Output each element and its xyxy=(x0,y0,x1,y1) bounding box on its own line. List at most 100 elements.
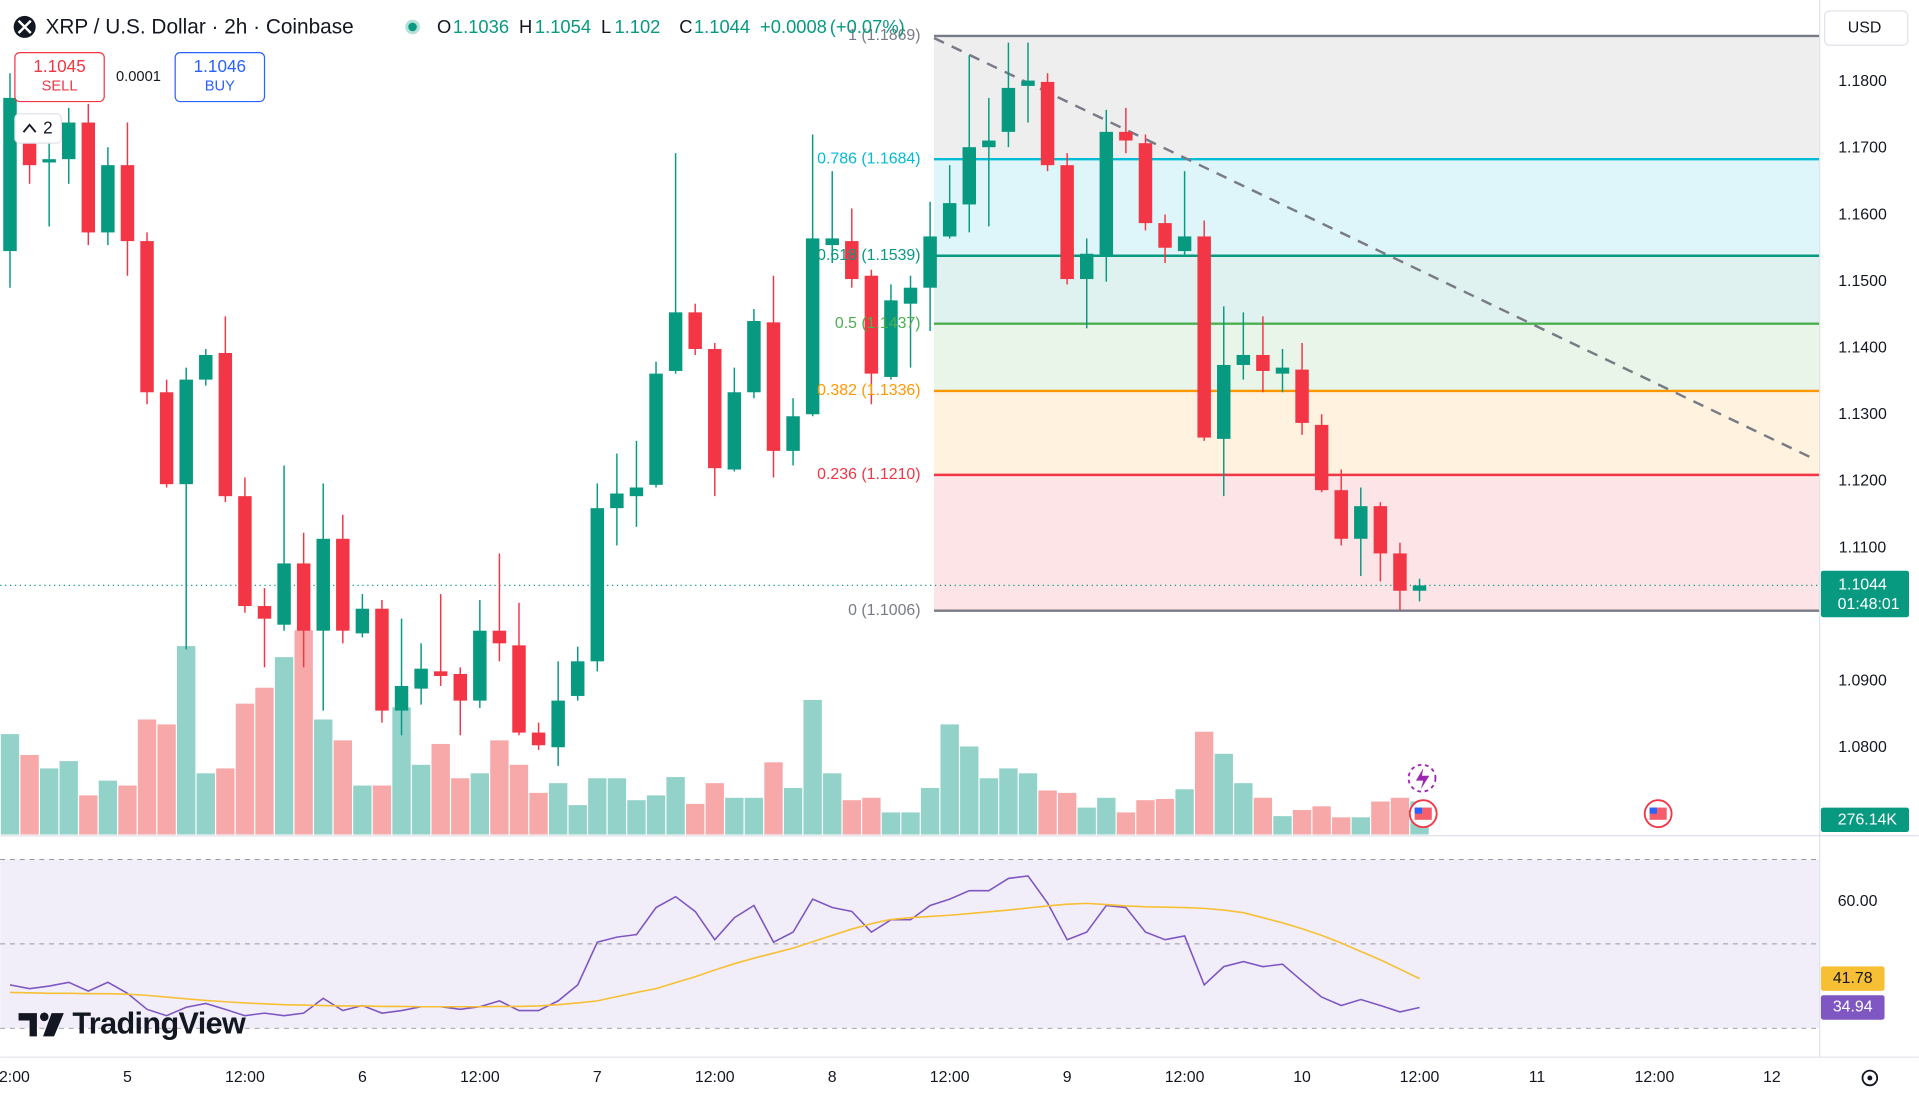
volume-bar xyxy=(1292,810,1312,835)
header: XRP / U.S. Dollar · 2h · Coinbase O 1.10… xyxy=(13,16,905,39)
candle-body xyxy=(982,140,996,148)
settings-icon-dot xyxy=(1867,1075,1873,1081)
volume-bar xyxy=(548,783,568,835)
candle-body xyxy=(277,563,291,625)
indicator-count: 2 xyxy=(43,118,53,138)
volume-bar xyxy=(353,785,372,835)
volume-bar xyxy=(1273,816,1292,835)
indicators-toggle[interactable] xyxy=(14,113,63,144)
fib-label: 0.382 (1.1336) xyxy=(817,382,920,399)
y-tick-label: 1.1800 xyxy=(1838,73,1887,90)
fib-zone xyxy=(934,390,1820,475)
volume-bar xyxy=(823,773,842,835)
candle-body xyxy=(962,147,976,205)
candle-body xyxy=(1217,364,1231,439)
x-tick-label: 11 xyxy=(1529,1069,1546,1086)
volume-bar xyxy=(940,724,959,835)
candle-body xyxy=(1040,81,1055,166)
volume-bar xyxy=(999,768,1018,835)
x-tick-label: 12:00 xyxy=(695,1069,735,1086)
ohlc-letter: C xyxy=(679,16,692,37)
chevron xyxy=(22,123,37,133)
candle-body xyxy=(727,392,742,470)
rsi-value: 41.78 xyxy=(1833,970,1873,987)
volume-bar xyxy=(568,805,587,835)
candle-body xyxy=(238,496,252,607)
spread: 0.0001 xyxy=(116,69,161,85)
candle-body xyxy=(159,392,174,485)
x-tick-label: 10 xyxy=(1293,1069,1311,1086)
volume-bar xyxy=(686,803,705,835)
candle-body xyxy=(1373,506,1388,554)
candle-body xyxy=(1314,424,1329,491)
fib-label: 0 (1.1006) xyxy=(848,602,920,619)
volume-bar xyxy=(744,797,764,835)
volume-bar xyxy=(314,719,333,835)
candle-body xyxy=(649,373,663,485)
flag xyxy=(1414,807,1423,814)
x-tick-label: 6 xyxy=(358,1069,367,1086)
volume-bar xyxy=(1155,798,1175,835)
candle-body xyxy=(1197,236,1211,438)
candle-body xyxy=(433,671,448,676)
candle-body xyxy=(845,241,859,280)
volume-bar xyxy=(666,777,685,835)
sell-button[interactable] xyxy=(14,52,105,103)
volume-layer xyxy=(0,630,1429,835)
candle-body xyxy=(1275,367,1290,374)
buy-button[interactable] xyxy=(174,52,266,103)
rsi-band-fill xyxy=(0,859,1820,1029)
volume-bar xyxy=(1175,789,1194,835)
volume-bar xyxy=(59,761,78,835)
volume-bar xyxy=(196,773,215,835)
candle-body xyxy=(394,685,409,711)
candle-body xyxy=(1060,165,1074,280)
candle-body xyxy=(140,241,154,393)
volume-bar xyxy=(157,724,176,835)
volume-bar xyxy=(20,754,39,835)
candle-layer xyxy=(3,42,1427,766)
y-tick-label: 1.1700 xyxy=(1838,140,1887,157)
candle-body xyxy=(884,300,898,377)
candle-body xyxy=(62,122,76,160)
currency-button[interactable] xyxy=(1823,10,1909,46)
fib-label: 0.618 (1.1539) xyxy=(817,247,920,264)
volume-bar xyxy=(920,787,940,835)
logo-text: TradingView xyxy=(72,1006,246,1040)
candle-body xyxy=(101,165,115,233)
settings-icon[interactable] xyxy=(1861,1069,1879,1087)
candle-body xyxy=(296,563,311,631)
x-tick-label: 12:00 xyxy=(225,1069,265,1086)
volume-bar xyxy=(392,707,411,835)
candle-body xyxy=(786,416,800,451)
volume-bar xyxy=(39,768,59,835)
symbol-title[interactable]: XRP / U.S. Dollar · 2h · Coinbase xyxy=(45,16,353,39)
volume-bar xyxy=(1253,797,1273,835)
candle-body xyxy=(1256,354,1270,371)
candle-body xyxy=(316,538,330,631)
fib-label: 0.5 (1.1437) xyxy=(835,315,921,332)
volume-bar xyxy=(372,785,392,835)
volume-bar xyxy=(1332,817,1351,835)
candle-body xyxy=(1295,369,1309,423)
candle-body xyxy=(375,608,389,711)
candle-body xyxy=(492,630,507,644)
volume-label-box xyxy=(1820,807,1909,833)
buy-price: 1.1046 xyxy=(194,56,246,76)
rsi-value-box xyxy=(1820,966,1885,991)
candle-body xyxy=(355,608,370,634)
candle-body xyxy=(1354,506,1368,539)
x-tick-label: 12:00 xyxy=(0,1069,30,1086)
x-tick-label: 12:00 xyxy=(1165,1069,1205,1086)
volume-bar xyxy=(1312,806,1331,835)
candle-body xyxy=(1021,80,1035,86)
symbol-logo-mark xyxy=(17,19,32,34)
change-percent: (+0.07%) xyxy=(830,16,905,37)
rsi-layer xyxy=(0,858,1820,1029)
buy-label: BUY xyxy=(205,79,235,95)
fib-label: 1 (1.1869) xyxy=(848,27,920,44)
last-price-box xyxy=(1820,570,1909,618)
candle-body xyxy=(1177,236,1192,252)
